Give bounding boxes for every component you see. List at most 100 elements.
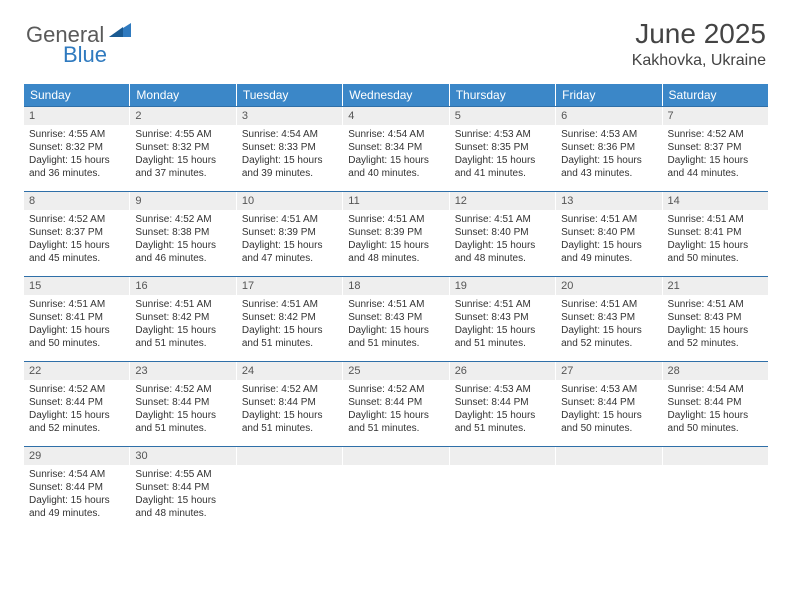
- day-cell: 27Sunrise: 4:53 AMSunset: 8:44 PMDayligh…: [556, 362, 662, 446]
- day-line: Sunrise: 4:51 AM: [455, 298, 550, 311]
- day-line: Sunrise: 4:52 AM: [668, 128, 763, 141]
- day-line: Daylight: 15 hours: [668, 324, 763, 337]
- day-line: and 48 minutes.: [135, 507, 230, 520]
- day-line: and 52 minutes.: [561, 337, 656, 350]
- day-line: and 45 minutes.: [29, 252, 124, 265]
- day-line: Sunset: 8:42 PM: [242, 311, 337, 324]
- day-number: 6: [556, 107, 661, 125]
- day-number: 11: [343, 192, 448, 210]
- day-line: Sunrise: 4:55 AM: [135, 468, 230, 481]
- day-cell: 9Sunrise: 4:52 AMSunset: 8:38 PMDaylight…: [130, 192, 236, 276]
- day-line: Daylight: 15 hours: [29, 154, 124, 167]
- day-cell: [237, 447, 343, 531]
- day-number: 12: [450, 192, 555, 210]
- day-number: 14: [663, 192, 768, 210]
- day-line: and 44 minutes.: [668, 167, 763, 180]
- day-line: Daylight: 15 hours: [561, 154, 656, 167]
- calendar: SundayMondayTuesdayWednesdayThursdayFrid…: [24, 84, 768, 531]
- day-body: Sunrise: 4:51 AMSunset: 8:40 PMDaylight:…: [556, 210, 661, 270]
- day-line: Daylight: 15 hours: [348, 324, 443, 337]
- day-line: Daylight: 15 hours: [455, 409, 550, 422]
- day-body: Sunrise: 4:51 AMSunset: 8:43 PMDaylight:…: [663, 295, 768, 355]
- day-line: Sunset: 8:32 PM: [135, 141, 230, 154]
- day-cell: 14Sunrise: 4:51 AMSunset: 8:41 PMDayligh…: [663, 192, 768, 276]
- day-line: Sunrise: 4:52 AM: [29, 213, 124, 226]
- day-line: Daylight: 15 hours: [668, 154, 763, 167]
- day-line: and 48 minutes.: [348, 252, 443, 265]
- day-line: Sunrise: 4:51 AM: [242, 298, 337, 311]
- day-line: Daylight: 15 hours: [561, 239, 656, 252]
- day-body: Sunrise: 4:54 AMSunset: 8:33 PMDaylight:…: [237, 125, 342, 185]
- day-line: Daylight: 15 hours: [455, 154, 550, 167]
- day-body: [450, 465, 555, 473]
- week-row: 29Sunrise: 4:54 AMSunset: 8:44 PMDayligh…: [24, 446, 768, 531]
- dow-cell: Saturday: [663, 84, 768, 106]
- day-line: Daylight: 15 hours: [135, 324, 230, 337]
- day-line: and 51 minutes.: [135, 422, 230, 435]
- day-line: Sunset: 8:44 PM: [455, 396, 550, 409]
- day-line: Sunrise: 4:51 AM: [561, 213, 656, 226]
- day-cell: 6Sunrise: 4:53 AMSunset: 8:36 PMDaylight…: [556, 107, 662, 191]
- day-line: and 40 minutes.: [348, 167, 443, 180]
- week-row: 1 Sunrise: 4:55 AMSunset: 8:32 PM Daylight…: [24, 106, 768, 191]
- day-cell: 3Sunrise: 4:54 AMSunset: 8:33 PMDaylight…: [237, 107, 343, 191]
- dow-cell: Tuesday: [237, 84, 343, 106]
- week-row: 8Sunrise: 4:52 AMSunset: 8:37 PMDaylight…: [24, 191, 768, 276]
- day-cell: 29Sunrise: 4:54 AMSunset: 8:44 PMDayligh…: [24, 447, 130, 531]
- day-line: Daylight: 15 hours: [668, 409, 763, 422]
- day-number: 24: [237, 362, 342, 380]
- day-line: Daylight: 15 hours: [348, 154, 443, 167]
- day-line: Daylight: 15 hours: [135, 239, 230, 252]
- logo: General Blue: [26, 22, 133, 48]
- day-line: Sunrise: 4:55 AM: [135, 128, 230, 141]
- day-line: Sunset: 8:44 PM: [135, 481, 230, 494]
- day-cell: [450, 447, 556, 531]
- day-line: and 51 minutes.: [455, 422, 550, 435]
- day-body: Sunrise: 4:54 AMSunset: 8:34 PMDaylight:…: [343, 125, 448, 185]
- day-cell: 12Sunrise: 4:51 AMSunset: 8:40 PMDayligh…: [450, 192, 556, 276]
- day-line: and 51 minutes.: [348, 337, 443, 350]
- day-line: and 52 minutes.: [29, 422, 124, 435]
- day-body: [237, 465, 342, 473]
- day-number: [556, 447, 661, 465]
- day-line: Sunset: 8:41 PM: [668, 226, 763, 239]
- day-number: 2: [130, 107, 235, 125]
- day-line: and 37 minutes.: [135, 167, 230, 180]
- day-line: Sunset: 8:37 PM: [29, 226, 124, 239]
- day-line: and 49 minutes.: [29, 507, 124, 520]
- day-number: [450, 447, 555, 465]
- day-body: Sunrise: 4:54 AMSunset: 8:44 PMDaylight:…: [663, 380, 768, 440]
- day-body: Sunrise: 4:52 AMSunset: 8:44 PMDaylight:…: [24, 380, 129, 440]
- day-number: 30: [130, 447, 235, 465]
- day-number: 20: [556, 277, 661, 295]
- day-line: Daylight: 15 hours: [561, 409, 656, 422]
- day-body: Sunrise: 4:51 AMSunset: 8:39 PMDaylight:…: [343, 210, 448, 270]
- day-line: and 51 minutes.: [135, 337, 230, 350]
- day-line: and 48 minutes.: [455, 252, 550, 265]
- day-number: 1: [24, 107, 129, 125]
- day-line: and 41 minutes.: [455, 167, 550, 180]
- day-line: and 39 minutes.: [242, 167, 337, 180]
- day-cell: 15Sunrise: 4:51 AMSunset: 8:41 PMDayligh…: [24, 277, 130, 361]
- day-line: Daylight: 15 hours: [135, 494, 230, 507]
- day-cell: [343, 447, 449, 531]
- day-number: 28: [663, 362, 768, 380]
- dow-cell: Thursday: [450, 84, 556, 106]
- day-number: 5: [450, 107, 555, 125]
- day-body: Sunrise: 4:52 AMSunset: 8:38 PMDaylight:…: [130, 210, 235, 270]
- day-body: [556, 465, 661, 473]
- day-number: 15: [24, 277, 129, 295]
- day-line: Daylight: 15 hours: [348, 409, 443, 422]
- day-line: Sunset: 8:41 PM: [29, 311, 124, 324]
- day-number: 29: [24, 447, 129, 465]
- title-block: June 2025 Kakhovka, Ukraine: [632, 18, 766, 70]
- day-line: and 43 minutes.: [561, 167, 656, 180]
- day-cell: 28Sunrise: 4:54 AMSunset: 8:44 PMDayligh…: [663, 362, 768, 446]
- day-cell: 20Sunrise: 4:51 AMSunset: 8:43 PMDayligh…: [556, 277, 662, 361]
- day-cell: 7Sunrise: 4:52 AMSunset: 8:37 PMDaylight…: [663, 107, 768, 191]
- day-line: Sunrise: 4:53 AM: [455, 383, 550, 396]
- day-body: Sunrise: 4:53 AMSunset: 8:36 PMDaylight:…: [556, 125, 661, 185]
- day-body: [343, 465, 448, 473]
- day-line: Sunset: 8:42 PM: [135, 311, 230, 324]
- day-body: Sunrise: 4:52 AMSunset: 8:37 PMDaylight:…: [24, 210, 129, 270]
